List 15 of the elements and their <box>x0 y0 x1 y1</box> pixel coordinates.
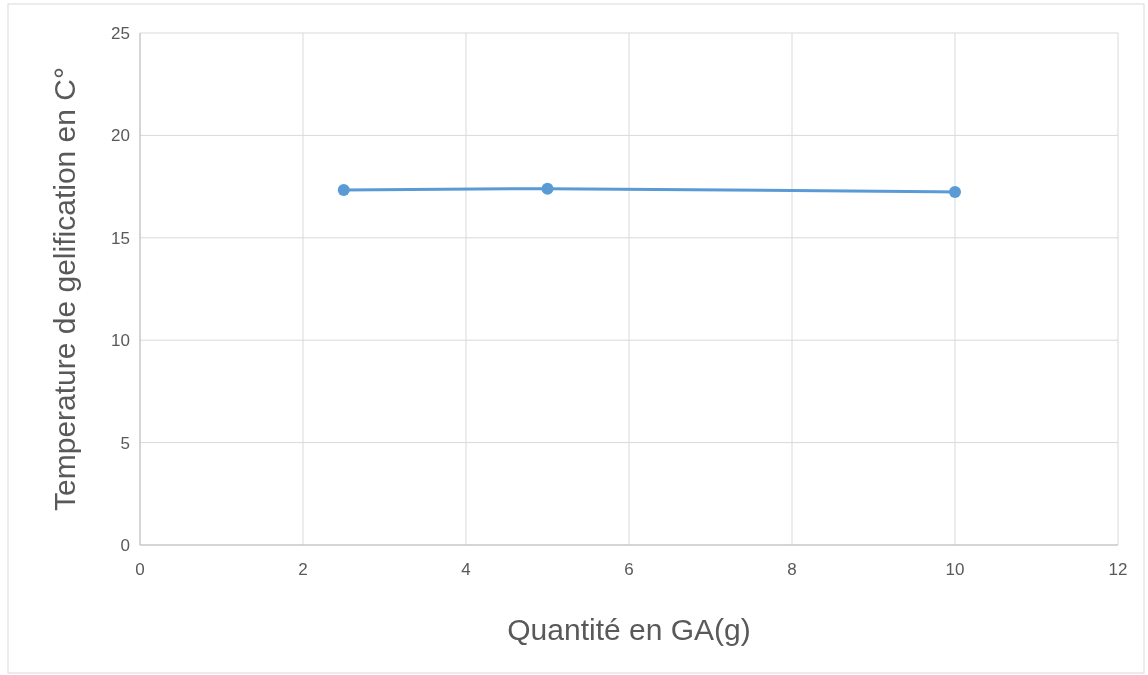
x-tick-label: 0 <box>135 560 145 579</box>
x-tick-label: 4 <box>461 560 471 579</box>
x-tick-label: 8 <box>787 560 797 579</box>
x-tick-label: 10 <box>945 560 965 579</box>
y-axis-title: Temperature de gelification en C° <box>48 67 81 511</box>
x-tick-label: 6 <box>624 560 634 579</box>
y-tick-label: 10 <box>111 331 130 351</box>
y-tick-label: 15 <box>111 228 130 248</box>
y-tick-label: 25 <box>111 23 130 43</box>
x-tick-label: 2 <box>298 560 308 579</box>
y-tick-label: 0 <box>120 535 130 555</box>
x-tick-label: 12 <box>1108 560 1128 579</box>
x-axis-title: Quantité en GA(g) <box>507 613 751 646</box>
y-tick-label: 5 <box>120 433 130 453</box>
y-tick-label: 20 <box>111 126 130 146</box>
